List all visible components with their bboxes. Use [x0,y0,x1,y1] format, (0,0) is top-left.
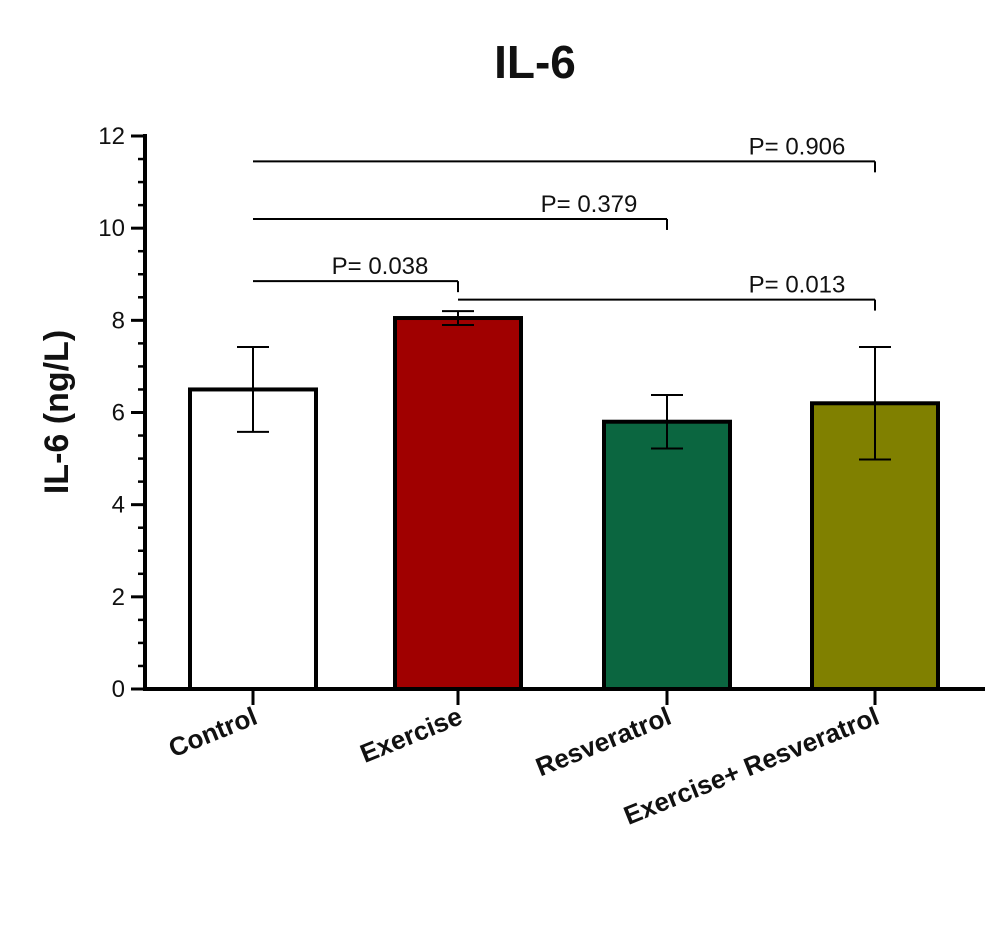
x-tick-label: Exercise [356,701,466,769]
p-value-label: P= 0.379 [541,191,638,218]
y-tick-label: 2 [112,584,125,611]
y-tick-label: 10 [98,215,125,242]
y-tick-label: 12 [98,123,125,150]
p-value-label: P= 0.013 [749,272,846,299]
x-tick-label: Resveratrol [531,701,675,782]
bar-3 [602,419,732,691]
bar-2 [393,316,523,691]
y-tick-label: 8 [112,307,125,334]
p-value-label: P= 0.906 [749,133,846,160]
y-tick-label: 6 [112,400,125,427]
y-tick-label: 0 [112,676,125,703]
bar-1 [188,387,318,691]
y-axis-label: IL-6 (ng/L) [38,330,76,494]
p-value-label: P= 0.038 [332,253,429,280]
chart-title: IL-6 [494,36,576,88]
y-tick-label: 4 [112,492,125,519]
x-tick-label: Control [164,701,261,763]
